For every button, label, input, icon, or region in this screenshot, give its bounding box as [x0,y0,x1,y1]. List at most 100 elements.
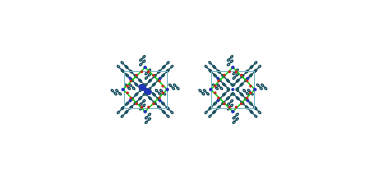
Circle shape [130,97,132,99]
Circle shape [144,111,146,113]
Circle shape [232,89,234,90]
Ellipse shape [218,71,220,73]
Ellipse shape [242,102,244,104]
Ellipse shape [227,80,229,82]
Circle shape [241,103,242,105]
Circle shape [141,86,146,90]
Ellipse shape [249,102,252,104]
Circle shape [247,77,249,79]
Circle shape [247,100,249,102]
Circle shape [214,85,216,87]
Circle shape [153,74,154,76]
Circle shape [144,89,146,90]
Circle shape [127,92,128,94]
Ellipse shape [242,75,244,77]
Ellipse shape [214,103,216,105]
Ellipse shape [223,84,226,86]
Circle shape [127,85,128,87]
Ellipse shape [217,107,220,109]
Ellipse shape [218,79,220,81]
Ellipse shape [245,98,248,100]
Ellipse shape [250,66,253,69]
Ellipse shape [213,66,216,69]
Circle shape [218,97,219,99]
Circle shape [214,92,216,94]
Circle shape [217,77,219,79]
Circle shape [246,80,248,82]
Ellipse shape [227,88,229,90]
Circle shape [129,77,131,79]
Circle shape [144,89,149,93]
Ellipse shape [236,89,239,91]
Circle shape [159,77,161,79]
Ellipse shape [209,107,212,109]
Circle shape [224,74,225,76]
Circle shape [235,107,237,108]
Ellipse shape [232,84,235,86]
Ellipse shape [214,74,216,76]
Ellipse shape [223,93,226,95]
Circle shape [162,85,164,87]
Circle shape [229,71,230,72]
Circle shape [250,85,251,87]
Circle shape [232,111,234,113]
Ellipse shape [240,93,243,95]
Ellipse shape [249,75,252,77]
Circle shape [250,92,251,94]
Ellipse shape [254,107,256,109]
Ellipse shape [240,84,243,86]
Circle shape [229,107,230,108]
Circle shape [218,80,219,82]
Ellipse shape [236,97,239,99]
Circle shape [232,66,234,68]
Ellipse shape [222,102,224,104]
Ellipse shape [250,74,252,76]
Circle shape [147,90,151,94]
Ellipse shape [246,107,248,109]
Ellipse shape [218,106,220,108]
Circle shape [159,100,161,102]
Ellipse shape [222,75,224,77]
Circle shape [162,92,164,94]
Ellipse shape [218,98,220,100]
Ellipse shape [214,102,217,104]
Circle shape [148,107,149,108]
Circle shape [141,71,143,72]
Ellipse shape [246,70,248,72]
Circle shape [159,97,160,99]
Ellipse shape [227,89,229,91]
Ellipse shape [250,110,253,113]
Ellipse shape [236,88,239,90]
Ellipse shape [245,79,248,81]
Circle shape [144,66,146,68]
Circle shape [235,71,237,72]
Circle shape [122,88,124,91]
Ellipse shape [214,75,217,77]
Ellipse shape [217,70,220,72]
Ellipse shape [250,103,252,105]
Ellipse shape [227,97,229,99]
Circle shape [148,71,149,72]
Circle shape [159,80,160,82]
Ellipse shape [232,93,235,95]
Ellipse shape [245,106,248,108]
Circle shape [254,88,256,91]
Circle shape [139,85,144,89]
Circle shape [136,74,137,76]
Bar [124,71,167,108]
Circle shape [130,80,132,82]
Ellipse shape [213,110,216,113]
Circle shape [217,100,219,102]
Ellipse shape [231,84,233,86]
Ellipse shape [231,93,233,95]
Ellipse shape [254,70,256,72]
Circle shape [141,107,143,108]
Ellipse shape [236,80,239,82]
Circle shape [153,103,154,105]
Ellipse shape [245,71,248,73]
Circle shape [210,88,212,91]
Bar [211,71,254,108]
Circle shape [224,103,225,105]
Circle shape [241,74,242,76]
Circle shape [166,88,168,91]
